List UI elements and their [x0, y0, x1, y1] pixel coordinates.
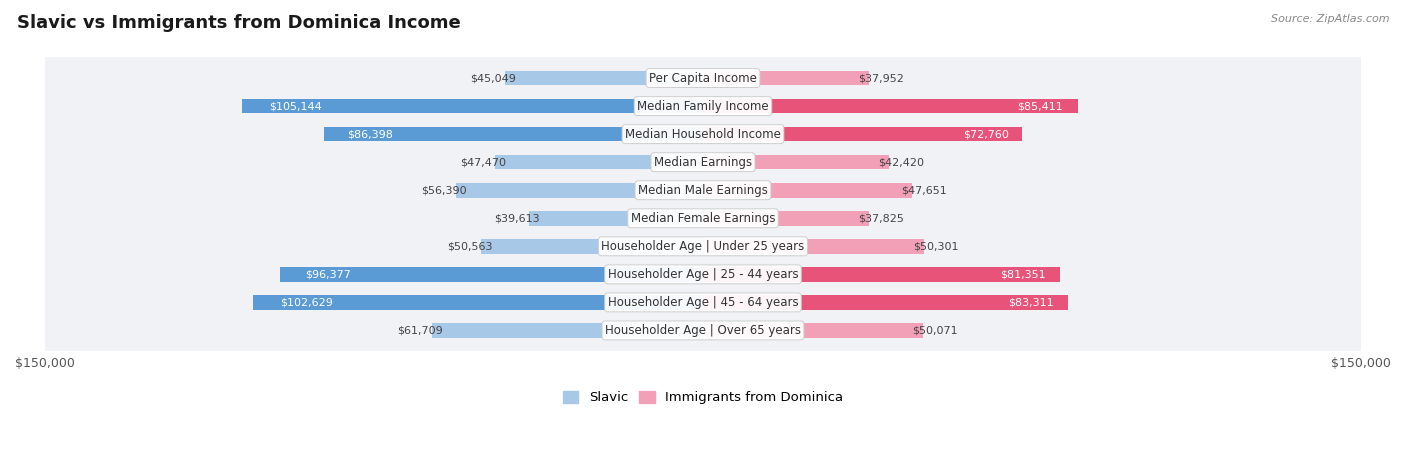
Text: Median Female Earnings: Median Female Earnings — [631, 212, 775, 225]
FancyBboxPatch shape — [32, 0, 1374, 467]
Text: $50,563: $50,563 — [447, 241, 492, 251]
Text: $61,709: $61,709 — [398, 325, 443, 335]
Text: $102,629: $102,629 — [280, 297, 333, 307]
FancyBboxPatch shape — [32, 0, 1374, 467]
Legend: Slavic, Immigrants from Dominica: Slavic, Immigrants from Dominica — [557, 386, 849, 410]
Text: Per Capita Income: Per Capita Income — [650, 71, 756, 85]
Text: $42,420: $42,420 — [879, 157, 924, 167]
Text: Median Family Income: Median Family Income — [637, 99, 769, 113]
Text: Householder Age | Under 25 years: Householder Age | Under 25 years — [602, 240, 804, 253]
Bar — [703, 267, 1060, 282]
Text: $50,071: $50,071 — [911, 325, 957, 335]
Text: $85,411: $85,411 — [1017, 101, 1063, 111]
Bar — [529, 211, 703, 226]
Text: $86,398: $86,398 — [347, 129, 392, 139]
FancyBboxPatch shape — [32, 0, 1374, 467]
Bar — [253, 295, 703, 310]
Text: $39,613: $39,613 — [495, 213, 540, 223]
Text: $72,760: $72,760 — [963, 129, 1010, 139]
Bar — [505, 71, 703, 85]
FancyBboxPatch shape — [32, 0, 1374, 467]
Text: $37,952: $37,952 — [859, 73, 904, 83]
Text: Median Household Income: Median Household Income — [626, 127, 780, 141]
FancyBboxPatch shape — [32, 0, 1374, 467]
Bar — [703, 239, 924, 254]
Bar — [323, 127, 703, 142]
Text: $96,377: $96,377 — [305, 269, 352, 279]
Bar — [703, 323, 922, 338]
Bar — [242, 99, 703, 113]
FancyBboxPatch shape — [32, 0, 1374, 467]
Text: Householder Age | Over 65 years: Householder Age | Over 65 years — [605, 324, 801, 337]
Text: $37,825: $37,825 — [858, 213, 904, 223]
Text: $81,351: $81,351 — [1000, 269, 1046, 279]
Text: Householder Age | 25 - 44 years: Householder Age | 25 - 44 years — [607, 268, 799, 281]
FancyBboxPatch shape — [32, 0, 1374, 467]
Text: Source: ZipAtlas.com: Source: ZipAtlas.com — [1271, 14, 1389, 24]
Bar — [703, 99, 1078, 113]
Bar — [703, 211, 869, 226]
Text: $47,651: $47,651 — [901, 185, 946, 195]
Bar — [703, 295, 1069, 310]
Text: $45,049: $45,049 — [471, 73, 516, 83]
Text: $56,390: $56,390 — [420, 185, 467, 195]
Text: Median Earnings: Median Earnings — [654, 156, 752, 169]
Text: $50,301: $50,301 — [912, 241, 959, 251]
Bar — [456, 183, 703, 198]
Bar — [432, 323, 703, 338]
Bar — [280, 267, 703, 282]
Text: $47,470: $47,470 — [460, 157, 506, 167]
Bar — [481, 239, 703, 254]
Text: $83,311: $83,311 — [1008, 297, 1054, 307]
Bar — [495, 155, 703, 170]
FancyBboxPatch shape — [32, 0, 1374, 467]
FancyBboxPatch shape — [32, 0, 1374, 467]
Text: Slavic vs Immigrants from Dominica Income: Slavic vs Immigrants from Dominica Incom… — [17, 14, 461, 32]
Bar — [703, 155, 889, 170]
Bar — [703, 183, 912, 198]
Text: Median Male Earnings: Median Male Earnings — [638, 184, 768, 197]
Text: Householder Age | 45 - 64 years: Householder Age | 45 - 64 years — [607, 296, 799, 309]
Bar — [703, 127, 1022, 142]
Bar — [703, 71, 869, 85]
Text: $105,144: $105,144 — [270, 101, 322, 111]
FancyBboxPatch shape — [32, 0, 1374, 467]
